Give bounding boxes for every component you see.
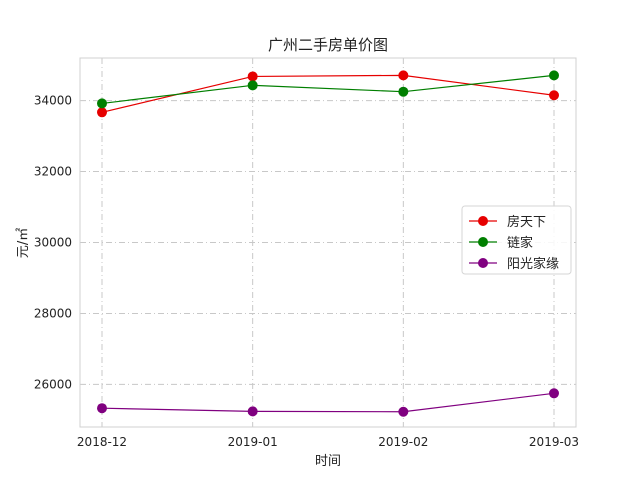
x-tick-label: 2019-01 <box>228 435 278 449</box>
x-tick-label: 2018-12 <box>77 435 127 449</box>
data-point <box>398 86 409 97</box>
legend-label: 房天下 <box>507 214 546 230</box>
y-tick-label: 30000 <box>34 236 72 250</box>
y-tick-label: 32000 <box>34 165 72 179</box>
chart-title: 广州二手房单价图 <box>268 36 388 54</box>
y-tick-label: 34000 <box>34 94 72 108</box>
data-point <box>398 406 409 417</box>
x-tick-label: 2019-03 <box>529 435 579 449</box>
series <box>97 388 559 417</box>
y-tick-label: 28000 <box>34 306 72 320</box>
y-tick-label: 26000 <box>34 377 72 391</box>
data-point <box>398 70 409 81</box>
series-line <box>101 392 555 413</box>
legend-label: 链家 <box>507 235 533 251</box>
legend-label: 阳光家缘 <box>507 256 559 272</box>
legend-marker <box>478 237 488 247</box>
legend-marker <box>478 216 488 226</box>
data-point <box>549 90 559 101</box>
series-line <box>101 74 555 105</box>
legend-entry: 链家 <box>469 235 533 251</box>
x-tick-label: 2019-02 <box>378 435 428 449</box>
data-point <box>247 406 258 417</box>
legend-entry: 房天下 <box>469 214 546 230</box>
series-layer <box>97 70 559 417</box>
data-point <box>549 388 559 399</box>
data-point <box>97 107 107 118</box>
data-point <box>247 80 258 91</box>
x-axis-ticks: 2018-12 2019-01 2019-02 2019-03 <box>77 435 579 449</box>
y-axis-ticks: 26000 28000 30000 32000 34000 <box>34 94 72 392</box>
data-point <box>97 98 107 109</box>
legend-box <box>461 205 572 275</box>
data-point <box>247 71 258 82</box>
x-axis-label: 时间 <box>315 454 341 469</box>
plot-area-frame <box>79 57 577 428</box>
data-point <box>549 70 559 81</box>
y-axis-label: 元/㎡ <box>16 228 31 258</box>
data-point <box>97 403 107 414</box>
legend-marker <box>478 258 488 268</box>
legend-entry: 阳光家缘 <box>469 256 559 272</box>
series <box>97 70 559 109</box>
